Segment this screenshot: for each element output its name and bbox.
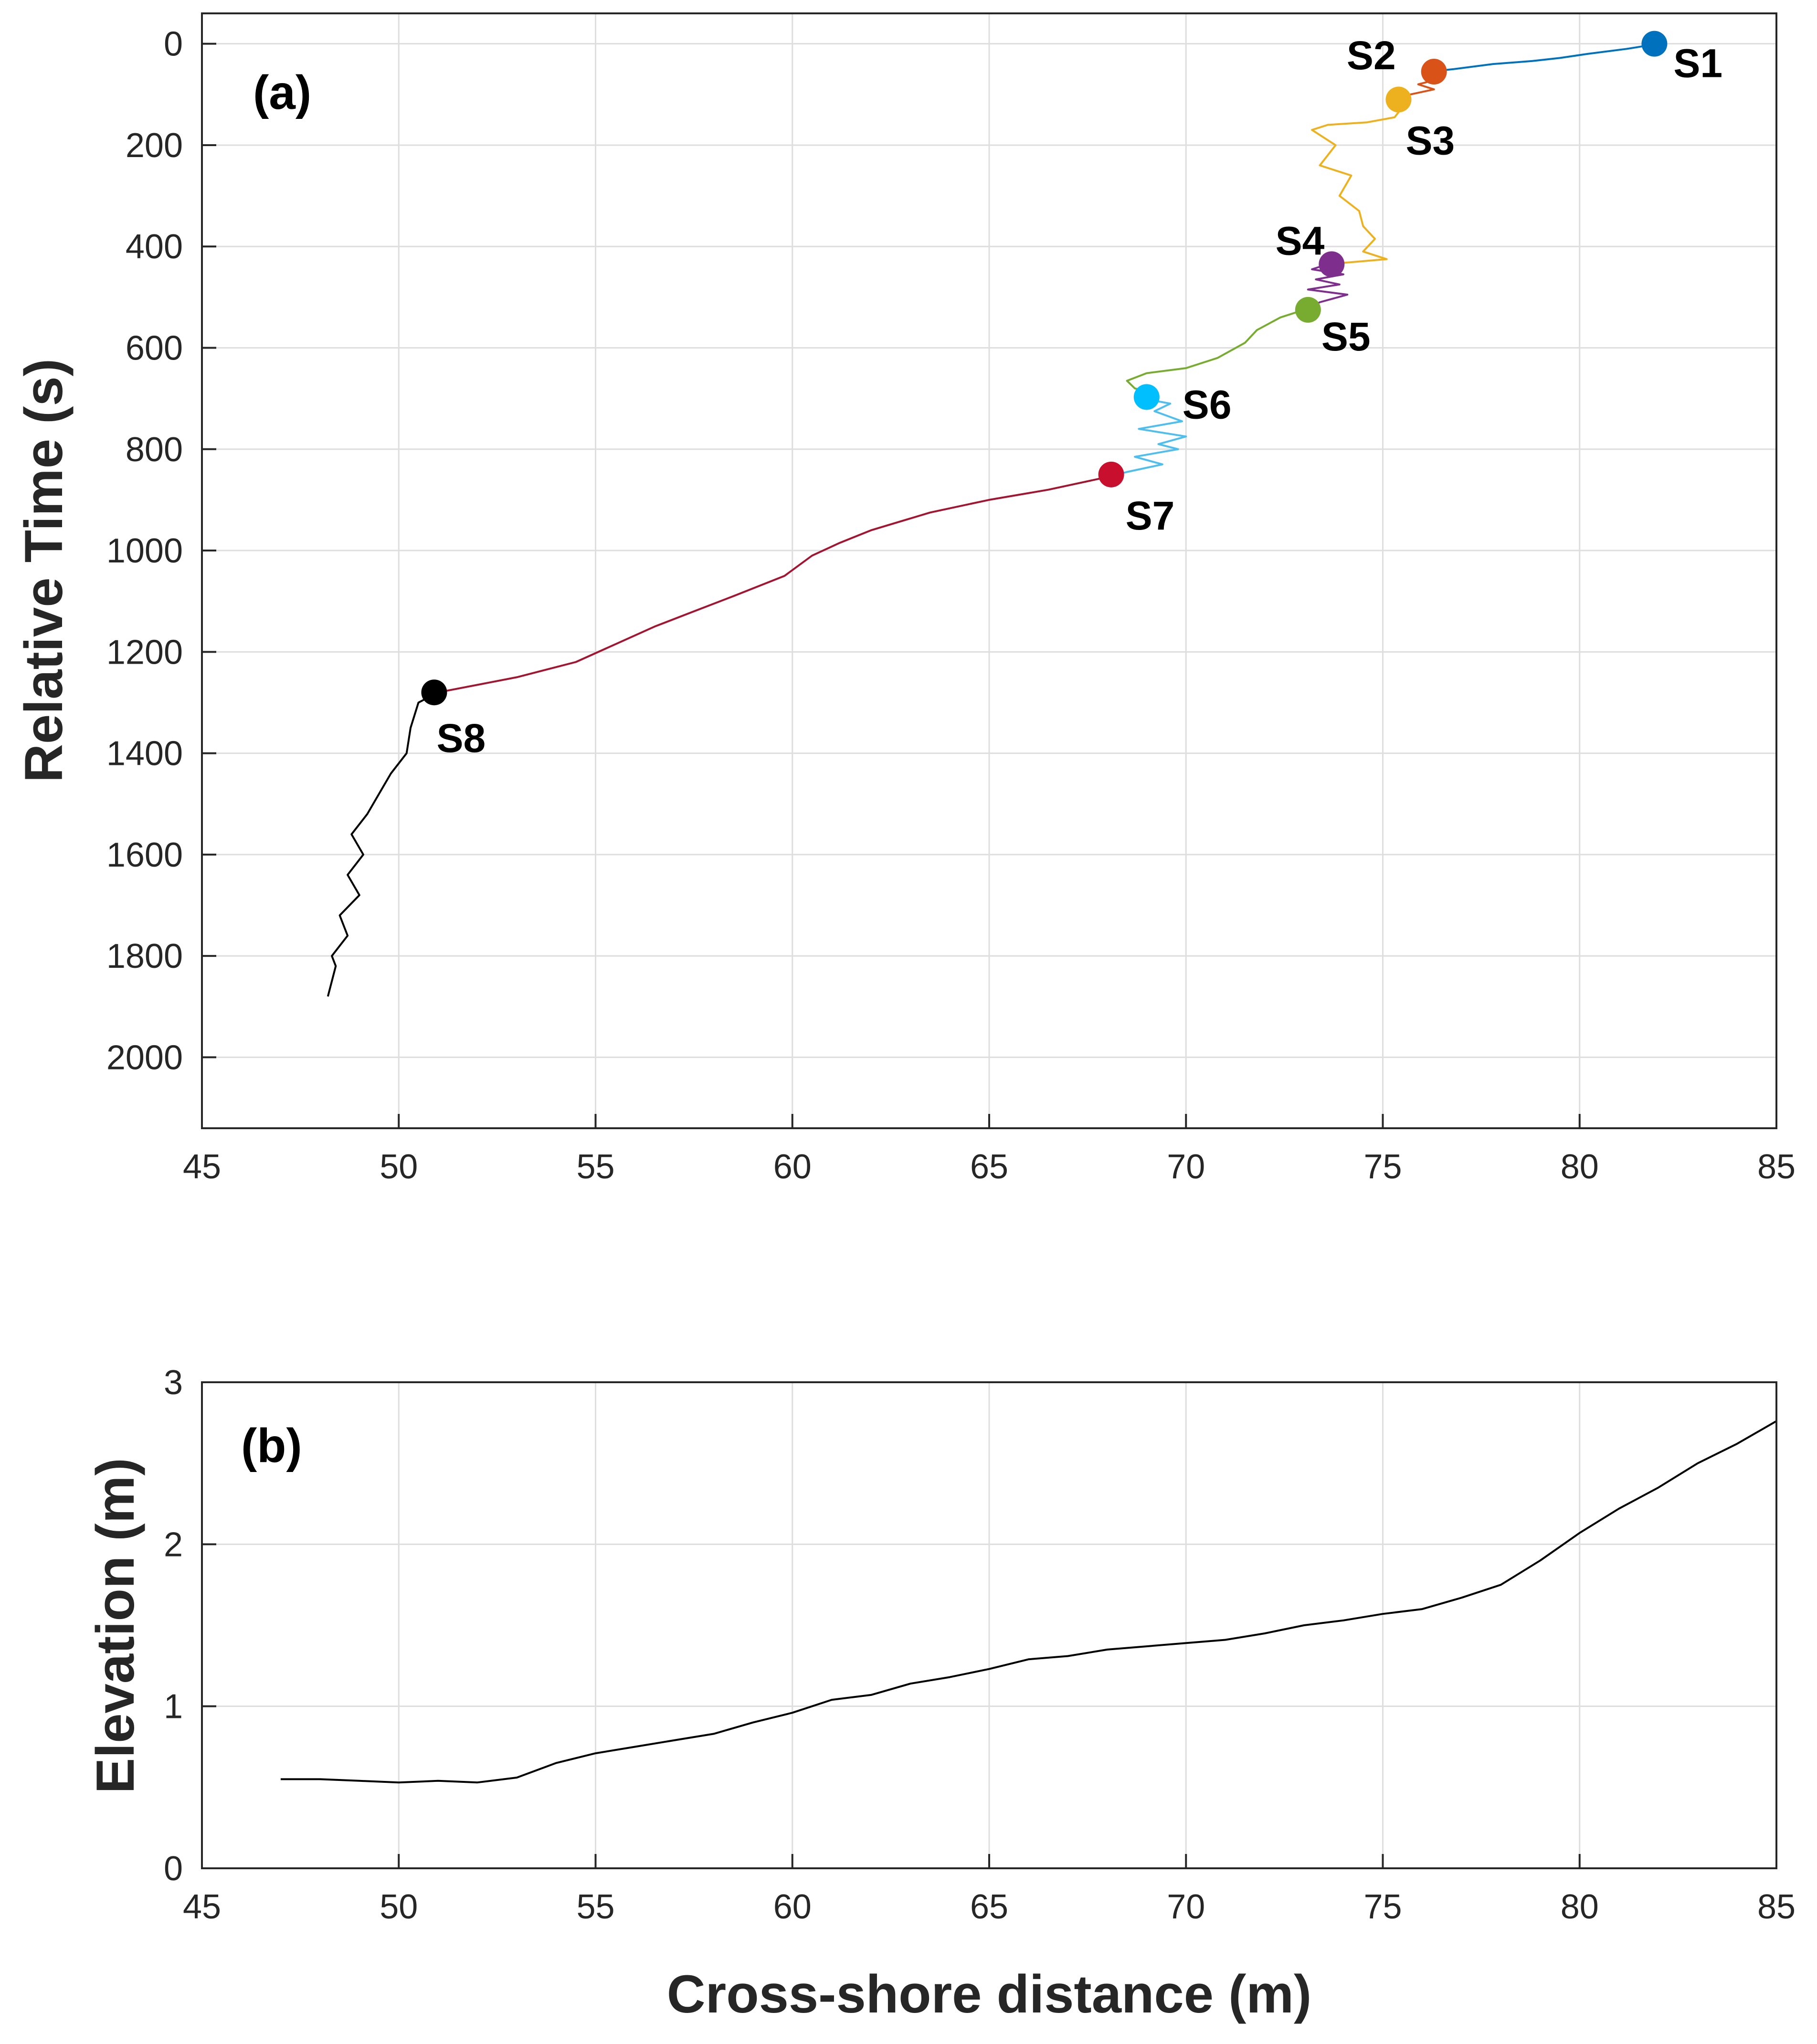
panel-b-y-tick-labels: 0 1 2 3: [164, 1364, 183, 1888]
y-tick-label: 2: [164, 1525, 183, 1564]
stop-marker-s5: [1295, 297, 1321, 323]
y-tick-label: 0: [164, 25, 183, 64]
y-tick-label: 0: [164, 1850, 183, 1888]
x-tick-label: 60: [773, 1148, 812, 1186]
x-tick-label: 75: [1363, 1888, 1402, 1926]
stop-label-s1: S1: [1673, 41, 1722, 86]
stop-marker-s1: [1641, 31, 1668, 57]
x-tick-label: 85: [1757, 1888, 1796, 1926]
panel-a-grid: [201, 13, 1777, 1128]
panel-a-axes-frame: [201, 12, 1777, 1129]
y-tick-label: 1400: [106, 735, 183, 773]
y-tick-label: 1200: [106, 633, 183, 671]
stop-marker-s4: [1319, 251, 1345, 277]
x-tick-label: 80: [1561, 1888, 1599, 1926]
panel-b-x-axis-title: Cross-shore distance (m): [667, 1964, 1312, 2024]
stop-marker-s2: [1421, 59, 1447, 85]
x-tick-label: 85: [1757, 1148, 1796, 1186]
y-tick-label: 1800: [106, 937, 183, 975]
y-tick-label: 1600: [106, 836, 183, 874]
panel-a-label: (a): [253, 66, 311, 119]
stop-marker-s6: [1133, 384, 1160, 410]
series-line-6: [1107, 397, 1187, 478]
x-tick-label: 65: [970, 1148, 1008, 1186]
x-tick-label: 55: [576, 1888, 614, 1926]
panel-b-axes-frame: [201, 1381, 1777, 1869]
y-tick-label: 800: [126, 431, 183, 469]
x-tick-label: 65: [970, 1888, 1008, 1926]
panel-b-label: (b): [241, 1419, 302, 1472]
stop-marker-s3: [1385, 86, 1412, 113]
x-tick-label: 45: [183, 1888, 221, 1926]
y-tick-label: 1000: [106, 532, 183, 570]
y-tick-label: 600: [126, 329, 183, 368]
y-tick-label: 3: [164, 1364, 183, 1402]
x-tick-label: 70: [1167, 1148, 1205, 1186]
panel-b-grid: [201, 1381, 1777, 1869]
panel-b-series: [280, 1420, 1777, 1784]
stop-marker-s8: [421, 679, 447, 706]
panel-a-y-tick-labels: 0 200 400 600 800 1000 1200 1400 1600 1800 2000: [106, 25, 183, 1077]
stop-label-s5: S5: [1321, 314, 1371, 359]
series-line-1: [1430, 42, 1659, 73]
x-tick-label: 50: [380, 1148, 418, 1186]
x-tick-label: 80: [1561, 1148, 1599, 1186]
stop-label-s6: S6: [1183, 382, 1232, 427]
x-tick-label: 60: [773, 1888, 812, 1926]
panel-a-y-axis-title: Relative Time (s): [14, 359, 74, 783]
panel-a-series: [327, 42, 1659, 997]
stop-label-s2: S2: [1347, 33, 1396, 78]
stop-label-s3: S3: [1405, 118, 1455, 163]
stop-label-s4: S4: [1276, 218, 1325, 263]
series-line-1: [280, 1420, 1777, 1784]
x-tick-label: 55: [576, 1148, 614, 1186]
x-tick-label: 75: [1363, 1148, 1402, 1186]
y-tick-label: 400: [126, 228, 183, 266]
series-line-8: [327, 691, 439, 997]
y-tick-label: 1: [164, 1688, 183, 1726]
x-tick-label: 45: [183, 1148, 221, 1186]
panel-a-x-tick-labels: 45 50 55 60 65 70 75 80 85: [183, 1148, 1796, 1186]
series-line-7: [438, 476, 1108, 694]
stop-label-s8: S8: [436, 716, 486, 761]
panel-b-elevation-chart: 45 50 55 60 65 70 75 80 85 0 1 2 3 (b) Elevation (m…: [85, 1364, 1796, 2024]
stop-label-s7: S7: [1126, 493, 1175, 538]
panel-b-y-axis-title: Elevation (m): [85, 1458, 145, 1793]
stop-marker-s7: [1098, 461, 1124, 487]
y-tick-label: 2000: [106, 1038, 183, 1077]
panel-b-x-tick-labels: 45 50 55 60 65 70 75 80 85: [183, 1888, 1796, 1926]
x-tick-label: 70: [1167, 1888, 1205, 1926]
x-tick-label: 50: [380, 1888, 418, 1926]
y-tick-label: 200: [126, 127, 183, 165]
series-line-3: [1311, 99, 1404, 265]
